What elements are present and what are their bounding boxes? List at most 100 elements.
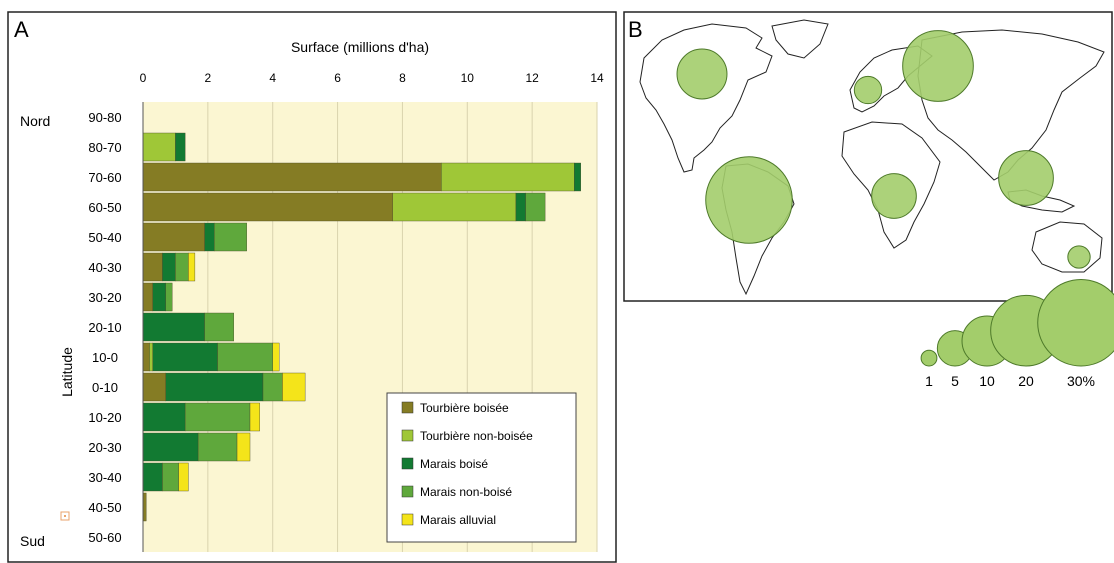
bar-segment <box>175 132 186 162</box>
bar-segment <box>149 342 153 372</box>
bar-segment <box>165 372 264 402</box>
bar-segment <box>204 312 235 342</box>
bar-segment <box>197 432 238 462</box>
y-category-label: 70-60 <box>88 170 121 185</box>
bar-segment <box>214 222 247 252</box>
bar-segment <box>142 192 393 222</box>
bar-segment <box>142 432 199 462</box>
x-tick-label: 6 <box>334 71 341 85</box>
bar-segment <box>574 162 581 192</box>
bar-segment <box>282 372 306 402</box>
x-tick-labels: 0 2 4 6 8 10 12 14 <box>140 71 604 85</box>
legend-entry: Tourbière non-boisée <box>420 429 533 443</box>
panel-b-label: B <box>628 17 643 42</box>
wetland-area-chart: A Surface (millions d'ha) 0 2 4 6 8 10 12 14 90… <box>7 11 617 563</box>
bar-segment <box>142 222 205 252</box>
y-category-label: 20-30 <box>88 440 121 455</box>
size-legend-circle <box>920 349 938 367</box>
bar-segment <box>236 432 251 462</box>
size-legend-label: 10 <box>979 373 995 389</box>
legend-entry: Tourbière boisée <box>420 401 509 415</box>
size-legend: 1 5 10 20 30% <box>920 278 1114 389</box>
y-category-label: 10-20 <box>88 410 121 425</box>
legend-entry: Marais boisé <box>420 457 488 471</box>
y-top-label: Nord <box>20 113 50 129</box>
y-category-label: 90-80 <box>88 110 121 125</box>
legend-entry: Marais alluvial <box>420 513 496 527</box>
bar-segment <box>142 342 150 372</box>
bar-segment <box>204 222 215 252</box>
small-marker-dot <box>64 515 66 517</box>
bar-segment <box>175 252 189 282</box>
bar-segment <box>142 162 442 192</box>
legend-swatch <box>401 401 414 414</box>
bar-segment <box>142 372 166 402</box>
legend-swatch <box>401 513 414 526</box>
legend-swatch <box>401 457 414 470</box>
bar-segment <box>441 162 575 192</box>
map-bubble <box>902 30 974 102</box>
bar-segment <box>142 132 176 162</box>
y-category-label: 80-70 <box>88 140 121 155</box>
bar-segment <box>162 462 179 492</box>
x-tick-label: 2 <box>205 71 212 85</box>
bar-segment <box>272 342 280 372</box>
bar-segment <box>165 282 173 312</box>
y-category-labels: 90-80 80-70 70-60 60-50 50-40 40-30 30-20 20-10… <box>88 110 121 545</box>
bar-segment <box>262 372 283 402</box>
y-category-label: 40-50 <box>88 500 121 515</box>
size-legend-label: 1 <box>925 373 933 389</box>
legend-swatch <box>401 429 414 442</box>
bar-segment <box>392 192 517 222</box>
size-legend-label: 30% <box>1067 373 1095 389</box>
map-bubbles <box>676 30 1091 269</box>
y-category-label: 10-0 <box>92 350 118 365</box>
y-category-label: 30-20 <box>88 290 121 305</box>
map-bubble <box>998 150 1054 206</box>
x-tick-label: 14 <box>590 71 604 85</box>
y-category-label: 20-10 <box>88 320 121 335</box>
y-category-label: 50-40 <box>88 230 121 245</box>
map-bubble <box>871 173 917 219</box>
legend-swatch <box>401 485 414 498</box>
map-bubble <box>705 156 793 244</box>
bar-segment <box>142 312 205 342</box>
map-bubble <box>676 48 728 100</box>
asia-outline <box>917 29 1105 181</box>
chart-title: Surface (millions d'ha) <box>291 39 429 55</box>
bar-segment <box>152 342 218 372</box>
world-peatland-map: B 1 5 10 20 30% <box>623 11 1114 389</box>
bar-segment <box>249 402 260 432</box>
panel-a-label: A <box>14 17 29 42</box>
size-legend-circle <box>1037 278 1114 367</box>
north-america-outline <box>639 23 773 173</box>
bar-segment <box>178 462 189 492</box>
bar-segment <box>525 192 546 222</box>
bar-segment <box>142 252 163 282</box>
y-category-label: 50-60 <box>88 530 121 545</box>
bar-segment <box>142 462 163 492</box>
legend: Tourbière boisée Tourbière non-boisée Mara… <box>386 392 577 543</box>
x-tick-label: 0 <box>140 71 147 85</box>
y-bottom-label: Sud <box>20 533 45 549</box>
bar-segment <box>142 282 153 312</box>
bar-segment <box>162 252 176 282</box>
x-tick-label: 10 <box>461 71 475 85</box>
x-tick-label: 4 <box>269 71 276 85</box>
bar-segment <box>515 192 526 222</box>
bars <box>142 132 581 522</box>
size-legend-label: 20 <box>1018 373 1034 389</box>
legend-entry: Marais non-boisé <box>420 485 512 499</box>
bar-segment <box>184 402 251 432</box>
x-tick-label: 12 <box>525 71 539 85</box>
greenland-outline <box>771 19 829 59</box>
bar-segment <box>152 282 166 312</box>
map-bubble <box>853 75 883 105</box>
y-category-label: 0-10 <box>92 380 118 395</box>
y-category-label: 40-30 <box>88 260 121 275</box>
x-tick-label: 8 <box>399 71 406 85</box>
bar-segment <box>217 342 273 372</box>
y-category-label: 60-50 <box>88 200 121 215</box>
africa-outline <box>841 121 941 249</box>
australia-outline <box>1031 221 1103 273</box>
